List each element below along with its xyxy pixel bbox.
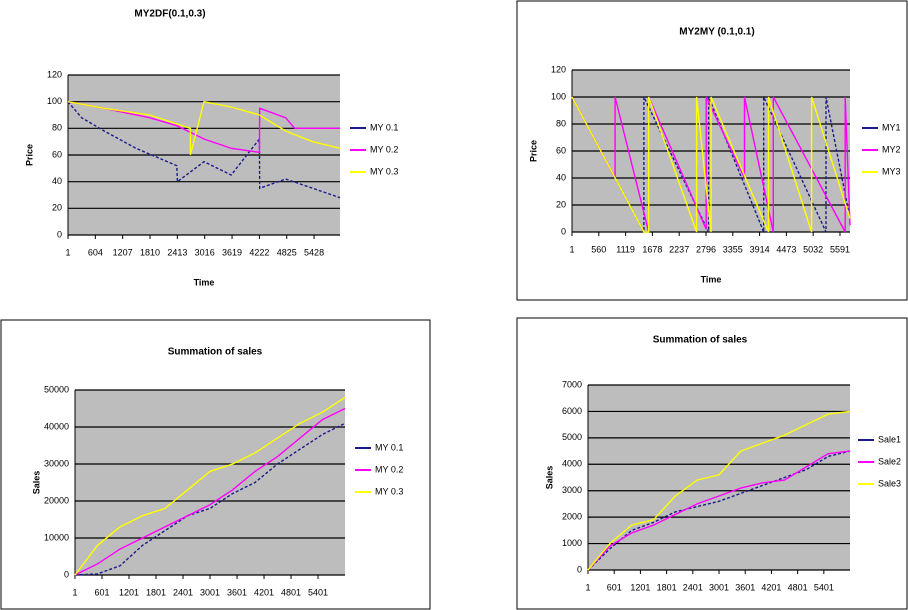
x-tick-label: 2401 xyxy=(173,587,193,597)
y-tick-label: 80 xyxy=(52,123,62,133)
x-tick-label: 560 xyxy=(591,244,606,254)
x-tick-label: 5591 xyxy=(830,244,850,254)
x-tick-label: 2796 xyxy=(696,244,716,254)
x-axis-label: Time xyxy=(701,274,722,284)
plot-area xyxy=(588,385,850,570)
legend-label: MY 0.1 xyxy=(375,442,403,452)
chart-title: Summation of sales xyxy=(168,347,263,358)
y-tick-label: 80 xyxy=(556,118,566,128)
x-tick-label: 1207 xyxy=(113,247,133,257)
y-tick-label: 0 xyxy=(57,229,62,239)
y-axis-label: Price xyxy=(24,144,34,166)
y-axis-label: Price xyxy=(528,140,538,162)
x-tick-label: 1119 xyxy=(616,244,635,254)
x-tick-label: 4801 xyxy=(281,587,301,597)
x-tick-label: 3601 xyxy=(735,582,755,592)
x-tick-label: 3001 xyxy=(709,582,729,592)
x-tick-label: 2401 xyxy=(683,582,703,592)
y-tick-label: 0 xyxy=(64,569,69,579)
x-tick-label: 4201 xyxy=(254,587,274,597)
plot-area xyxy=(75,390,345,575)
x-tick-label: 4473 xyxy=(776,244,796,254)
x-tick-label: 1201 xyxy=(630,582,650,592)
x-tick-label: 601 xyxy=(607,582,622,592)
x-tick-label: 4201 xyxy=(761,582,781,592)
legend-label: Sale3 xyxy=(878,478,901,488)
y-tick-label: 40000 xyxy=(44,421,69,431)
y-tick-label: 120 xyxy=(47,69,62,79)
legend-label: MY2 xyxy=(882,144,901,154)
x-tick-label: 1 xyxy=(569,244,574,254)
chart-title: MY2MY (0.1,0.1) xyxy=(679,27,754,38)
legend-label: MY 0.3 xyxy=(370,166,398,176)
y-tick-label: 100 xyxy=(47,96,62,106)
y-tick-label: 0 xyxy=(561,226,566,236)
x-tick-label: 3001 xyxy=(200,587,220,597)
y-tick-label: 0 xyxy=(577,564,582,574)
x-tick-label: 601 xyxy=(94,587,109,597)
x-tick-label: 1678 xyxy=(642,244,662,254)
x-tick-label: 1 xyxy=(585,582,590,592)
y-tick-label: 20 xyxy=(556,199,566,209)
legend-label: MY3 xyxy=(882,166,901,176)
y-tick-label: 10000 xyxy=(44,532,69,542)
x-tick-label: 1810 xyxy=(140,247,160,257)
x-tick-label: 1201 xyxy=(119,587,139,597)
x-tick-label: 1801 xyxy=(657,582,677,592)
y-tick-label: 4000 xyxy=(562,459,582,469)
x-tick-label: 4222 xyxy=(249,247,269,257)
y-tick-label: 40 xyxy=(52,176,62,186)
legend-label: MY 0.2 xyxy=(370,144,398,154)
y-tick-label: 40 xyxy=(556,172,566,182)
x-tick-label: 3914 xyxy=(750,244,770,254)
y-tick-label: 5000 xyxy=(562,432,582,442)
y-tick-label: 6000 xyxy=(562,406,582,416)
legend-label: Sale2 xyxy=(878,456,901,466)
y-tick-label: 2000 xyxy=(562,512,582,522)
x-tick-label: 3619 xyxy=(222,247,242,257)
x-tick-label: 3016 xyxy=(195,247,215,257)
x-tick-label: 5032 xyxy=(803,244,823,254)
chart-title: MY2DF(0.1,0.3) xyxy=(134,9,205,20)
x-axis-label: Time xyxy=(194,277,215,287)
legend-label: MY 0.2 xyxy=(375,464,403,474)
x-tick-label: 2413 xyxy=(167,247,187,257)
y-tick-label: 60 xyxy=(52,149,62,159)
y-axis-label: Sales xyxy=(31,471,41,495)
x-tick-label: 604 xyxy=(88,247,103,257)
x-tick-label: 1801 xyxy=(146,587,166,597)
y-tick-label: 120 xyxy=(551,64,566,74)
chart-title: Summation of sales xyxy=(653,335,748,346)
y-tick-label: 20000 xyxy=(44,495,69,505)
y-tick-label: 30000 xyxy=(44,458,69,468)
x-tick-label: 5401 xyxy=(814,582,834,592)
legend-label: MY 0.1 xyxy=(370,122,398,132)
x-tick-label: 2237 xyxy=(669,244,689,254)
y-tick-label: 3000 xyxy=(562,485,582,495)
x-tick-label: 4825 xyxy=(277,247,297,257)
x-tick-label: 5401 xyxy=(308,587,328,597)
legend-label: Sale1 xyxy=(878,434,901,444)
x-tick-label: 1 xyxy=(65,247,70,257)
y-tick-label: 7000 xyxy=(562,379,582,389)
y-tick-label: 20 xyxy=(52,203,62,213)
y-axis-label: Sales xyxy=(544,466,554,490)
legend-label: MY1 xyxy=(882,122,901,132)
chart-panel: MY2DF(0.1,0.3)TimePrice02040608010012016… xyxy=(0,0,908,610)
x-tick-label: 3601 xyxy=(227,587,247,597)
x-tick-label: 5428 xyxy=(304,247,324,257)
x-tick-label: 3355 xyxy=(723,244,743,254)
y-tick-label: 1000 xyxy=(562,538,582,548)
y-tick-label: 50000 xyxy=(44,384,69,394)
x-tick-label: 4801 xyxy=(788,582,808,592)
y-tick-label: 100 xyxy=(551,91,566,101)
page: MY2DF(0.1,0.3)TimePrice02040608010012016… xyxy=(0,0,908,610)
legend-label: MY 0.3 xyxy=(375,486,403,496)
y-tick-label: 60 xyxy=(556,145,566,155)
x-tick-label: 1 xyxy=(72,587,77,597)
